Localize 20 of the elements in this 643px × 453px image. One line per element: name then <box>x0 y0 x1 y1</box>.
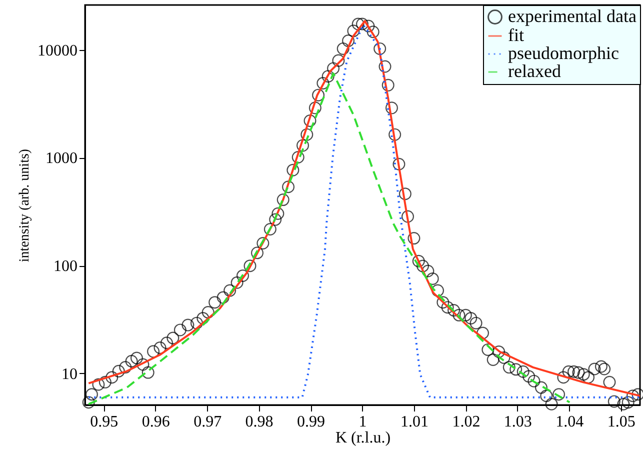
x-tick-label: 0.95 <box>90 414 118 430</box>
x-tick-label: 1 <box>358 414 367 430</box>
x-tick-label: 0.99 <box>297 414 326 430</box>
y-tick-label: 10 <box>62 366 78 383</box>
y-tick-label: 100 <box>54 258 78 276</box>
x-tick-label: 1.01 <box>400 414 428 430</box>
legend-label: pseudomorphic <box>508 43 619 63</box>
x-tick-label: 0.96 <box>142 414 170 430</box>
y-tick-label: 10000 <box>38 42 78 60</box>
legend-label: fit <box>508 25 524 45</box>
y-tick-label: 1000 <box>46 150 78 168</box>
x-tick-label: 1.03 <box>504 414 532 430</box>
x-tick-label: 0.97 <box>194 414 222 430</box>
legend-label: experimental data <box>508 6 636 26</box>
x-tick-label: 1.05 <box>607 414 636 430</box>
y-axis-title: intensity (arb. units) <box>18 148 32 262</box>
x-tick-label: 1.04 <box>556 414 584 430</box>
x-tick-label: 1.02 <box>452 414 480 430</box>
x-tick-label: 0.98 <box>245 414 274 430</box>
x-axis-title: K (r.l.u.) <box>335 430 391 446</box>
